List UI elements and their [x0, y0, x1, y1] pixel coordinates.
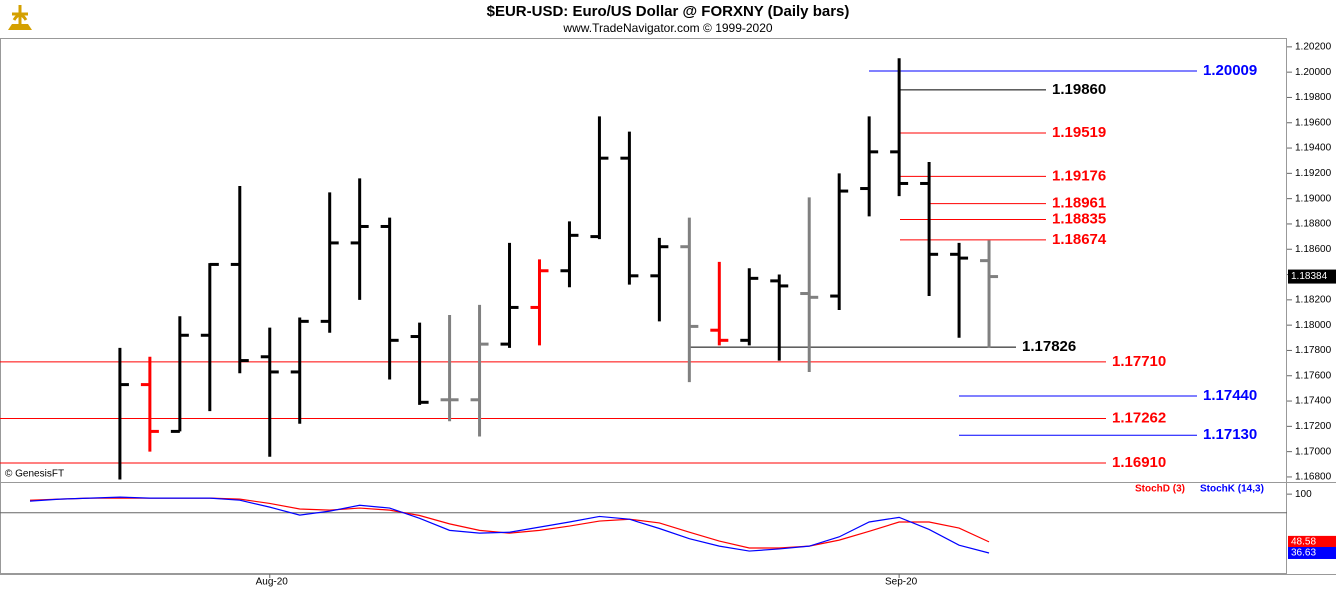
- level-label: 1.16910: [1112, 454, 1166, 471]
- level-label: 1.17710: [1112, 353, 1166, 370]
- y-tick-label: 1.18200: [1295, 294, 1332, 305]
- logo-mark: [12, 5, 28, 24]
- level-label: 1.17440: [1203, 387, 1257, 404]
- y-tick-label: 1.18800: [1295, 219, 1332, 230]
- y-tick-label: 1.17800: [1295, 345, 1332, 356]
- logo: [8, 5, 32, 30]
- last-value-label: 36.63: [1291, 548, 1316, 559]
- level-label: 1.17262: [1112, 409, 1166, 426]
- y-tick-label: 100: [1295, 489, 1312, 500]
- y-tick-label: 1.19800: [1295, 92, 1332, 103]
- level-label: 1.17826: [1022, 338, 1076, 355]
- y-tick-label: 1.17000: [1295, 446, 1332, 457]
- y-tick-label: 1.16800: [1295, 472, 1332, 483]
- level-label: 1.19519: [1052, 124, 1106, 141]
- y-tick-label: 1.18600: [1295, 244, 1332, 255]
- y-tick-label: 1.19400: [1295, 143, 1332, 154]
- level-label: 1.18961: [1052, 195, 1106, 212]
- plot-frame: [0, 38, 1287, 574]
- y-tick-label: 1.17400: [1295, 396, 1332, 407]
- last-price-box: [1288, 269, 1336, 284]
- chart-title: $EUR-USD: Euro/US Dollar @ FORXNY (Daily…: [487, 3, 850, 20]
- level-label: 1.17130: [1203, 426, 1257, 443]
- level-label: 1.20009: [1203, 62, 1257, 79]
- level-label: 1.19860: [1052, 81, 1106, 98]
- last-price-label: 1.18384: [1291, 271, 1328, 282]
- last-value-label: 48.58: [1291, 537, 1316, 548]
- stoch-line: [29, 496, 990, 554]
- y-tick-label: 1.20000: [1295, 67, 1332, 78]
- y-tick-label: 1.20200: [1295, 41, 1332, 52]
- y-tick-label: 1.19200: [1295, 168, 1332, 179]
- level-label: 1.18835: [1052, 210, 1106, 227]
- last-value-box: [1288, 546, 1336, 559]
- level-label: 1.19176: [1052, 167, 1106, 184]
- legend-entry: StochD (3): [1135, 484, 1185, 495]
- y-tick-label: 1.19000: [1295, 193, 1332, 204]
- copyright: © GenesisFT: [5, 469, 64, 480]
- legend-entry: StochK (14,3): [1200, 484, 1264, 495]
- y-tick-label: 1.17600: [1295, 370, 1332, 381]
- logo-base: [8, 24, 32, 30]
- chart-subtitle: www.TradeNavigator.com © 1999-2020: [562, 21, 772, 35]
- x-tick-label: Aug-20: [256, 577, 289, 588]
- x-tick-label: Sep-20: [885, 577, 918, 588]
- level-label: 1.18674: [1052, 231, 1107, 248]
- y-tick-label: 1.17200: [1295, 421, 1332, 432]
- y-tick-label: 1.18000: [1295, 320, 1332, 331]
- last-value-box: [1288, 535, 1336, 548]
- y-tick-label: 1.19600: [1295, 117, 1332, 128]
